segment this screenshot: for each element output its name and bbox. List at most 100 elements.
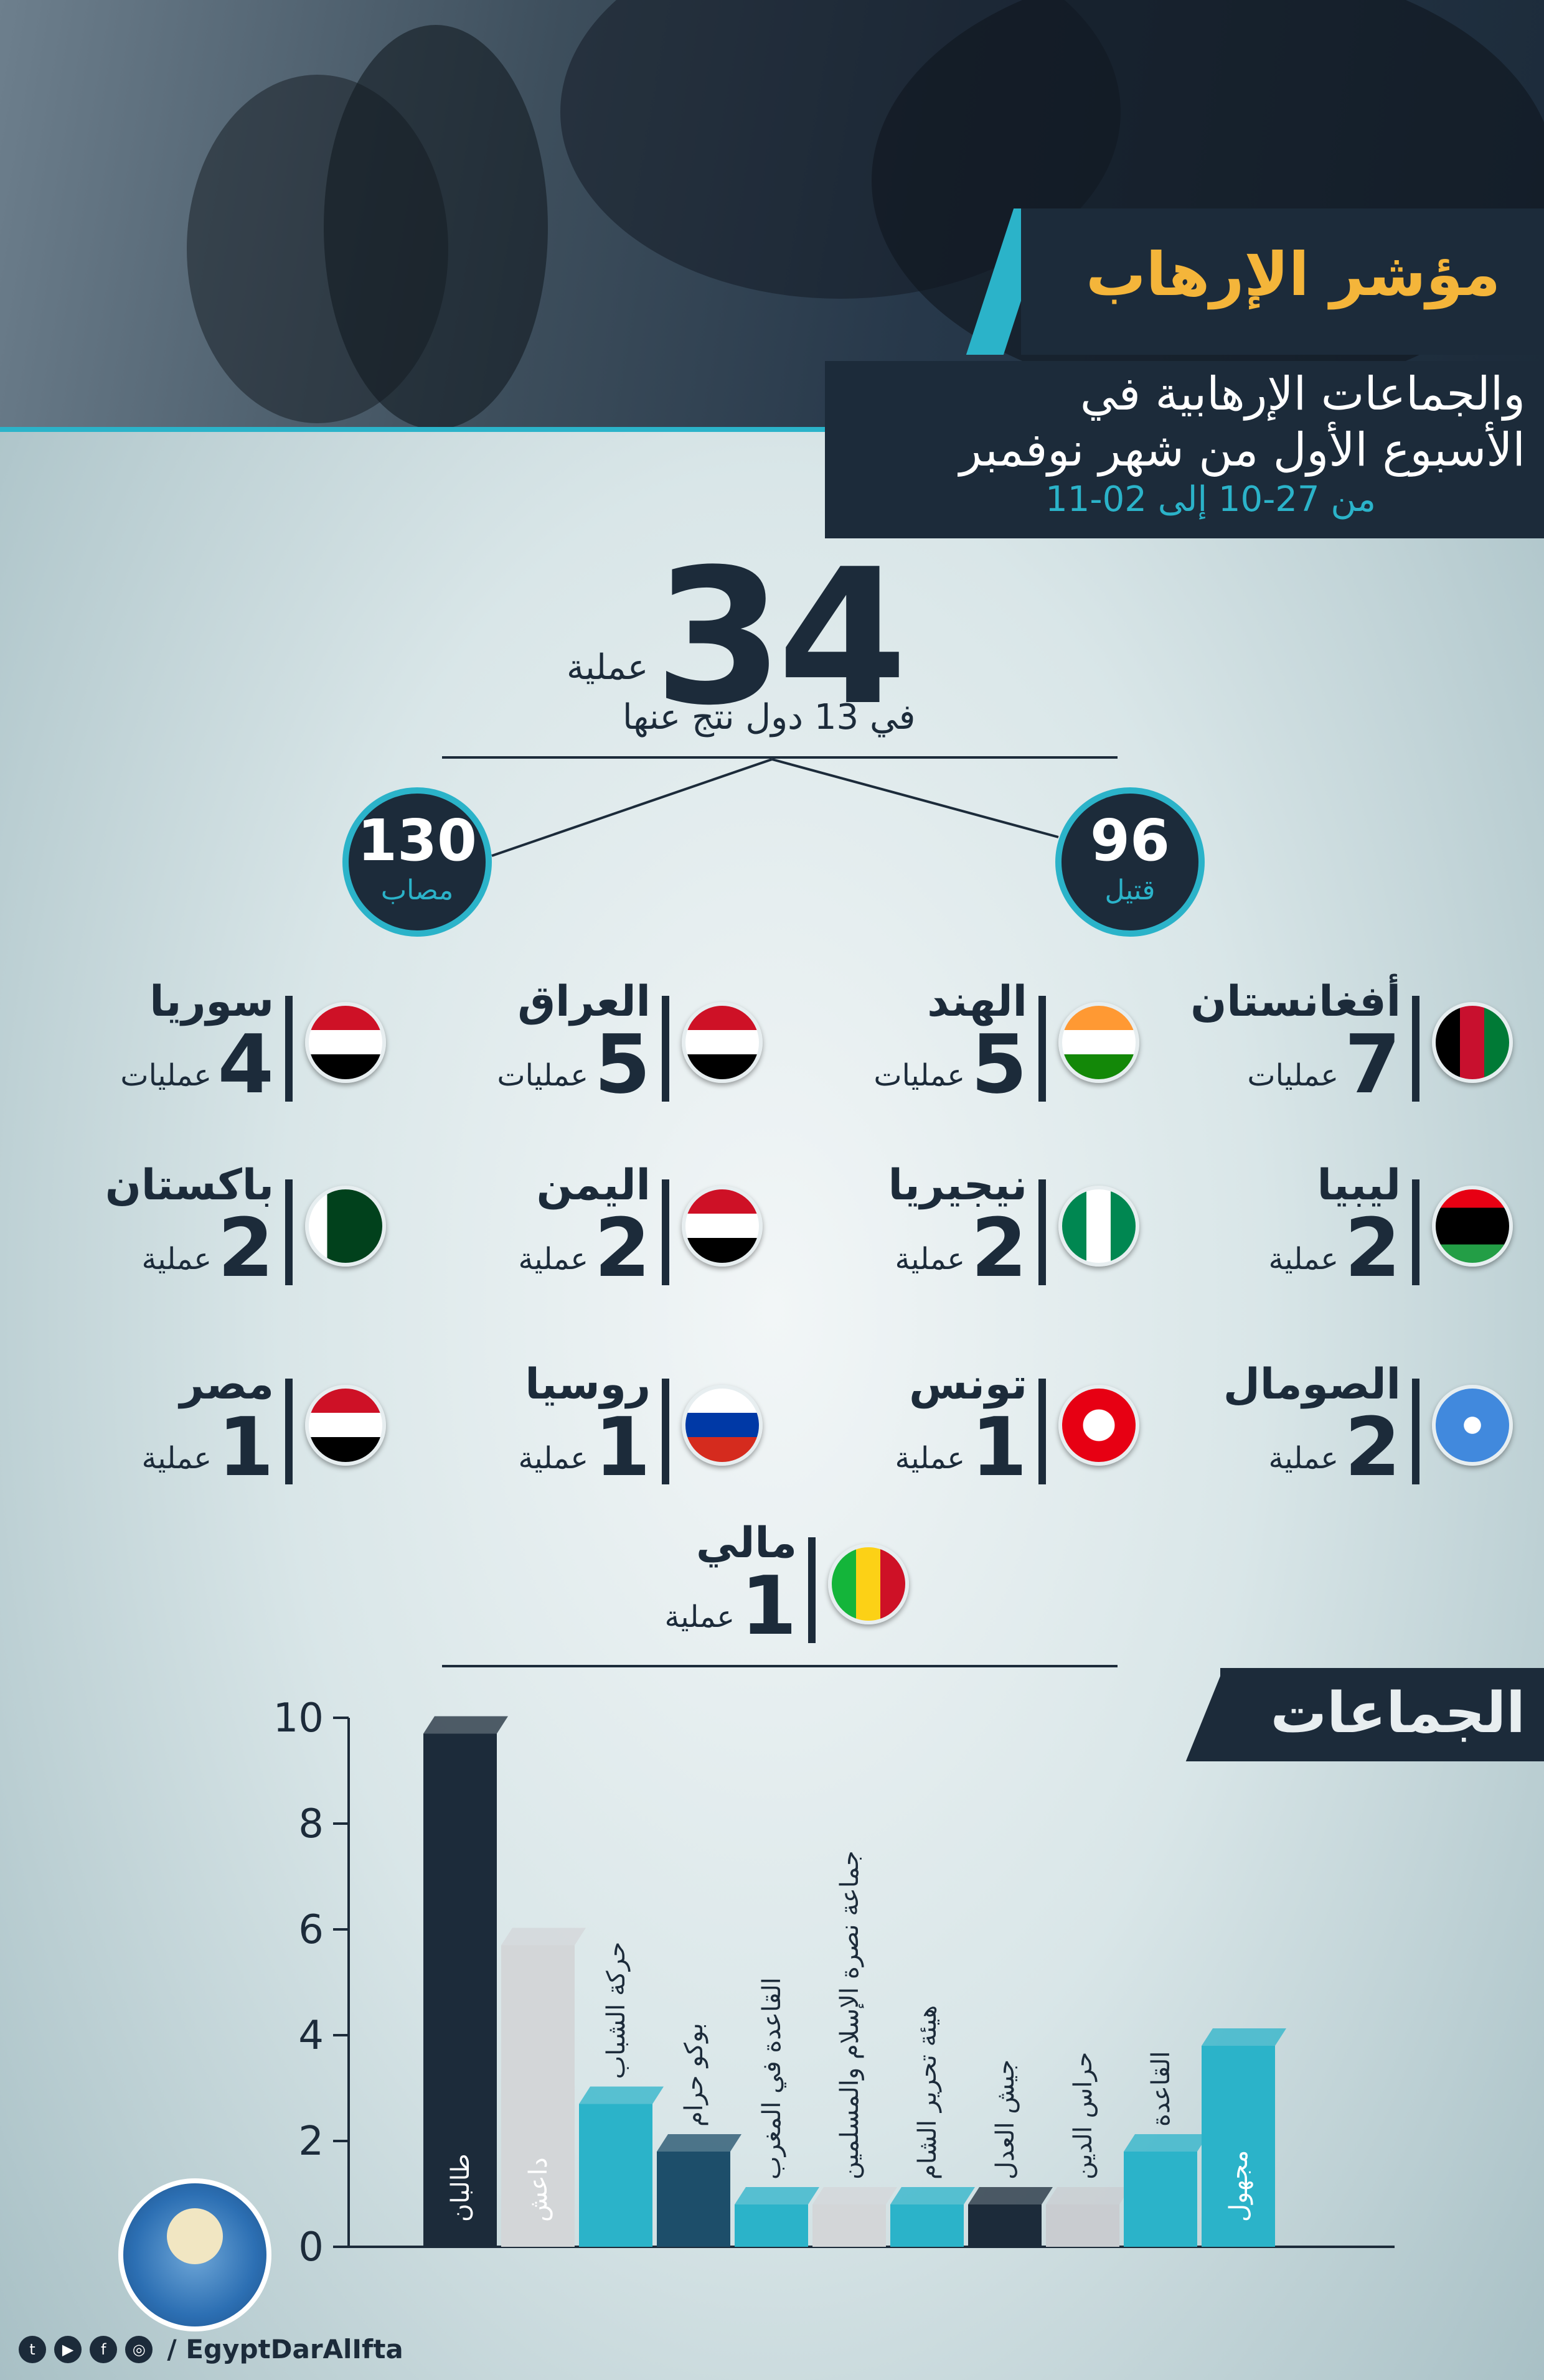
countries-text: في 13 دول نتج عنها	[623, 697, 916, 738]
bar-label-6: جماعة نصرة الإسلام والمسلمين	[836, 1850, 864, 2180]
country-operations-count: 7	[1344, 1017, 1401, 1112]
country-name: نيجيريا	[888, 1161, 1027, 1210]
country-card-syria: سوريا 4 عمليات	[37, 971, 386, 1120]
subtitle-box: والجماعات الإرهابية في الأسبوع الأول من …	[825, 361, 1544, 538]
groups-heading-box: الجماعات	[1220, 1668, 1544, 1761]
y-tick-label: 0	[298, 2224, 324, 2270]
summary-divider	[442, 756, 1118, 759]
title-box: مؤشر الإرهاب	[1021, 208, 1544, 355]
groups-heading: الجماعات	[1270, 1680, 1525, 1746]
bar-6	[812, 2204, 886, 2247]
bar-top-5	[735, 2187, 819, 2204]
libya-flag-icon	[1432, 1186, 1513, 1267]
instagram-icon[interactable]: ◎	[125, 2335, 153, 2363]
country-name: الهند	[927, 977, 1027, 1026]
country-name: العراق	[517, 977, 651, 1026]
injured-label: مصاب	[380, 874, 454, 906]
country-card-russia: روسيا 1 عملية	[414, 1354, 763, 1503]
bar-4	[657, 2152, 730, 2247]
tunisia-flag-icon	[1058, 1385, 1139, 1466]
page-title: مؤشر الإرهاب	[1086, 240, 1500, 309]
country-name: الصومال	[1223, 1360, 1401, 1409]
youtube-icon[interactable]: ▶	[54, 2335, 82, 2363]
country-card-tunisia: تونس 1 عملية	[791, 1354, 1139, 1503]
bar-top-8	[968, 2187, 1053, 2204]
syria-flag-icon	[305, 1002, 386, 1083]
y-tick-label: 6	[298, 1907, 324, 1953]
logo-dome	[167, 2208, 223, 2264]
country-card-somalia: الصومال 2 عملية	[1164, 1354, 1513, 1503]
bar-label-4: بوكو حرام	[680, 2023, 708, 2127]
killed-circle: 96 قتيل	[1055, 787, 1205, 937]
subtitle-line-1: والجماعات الإرهابية في	[1080, 367, 1525, 421]
bar-label-8: جيش العدل	[991, 2059, 1020, 2180]
country-operations-unit: عمليات	[120, 1058, 212, 1093]
bar-top-2	[501, 1928, 586, 1946]
country-operations-unit: عملية	[664, 1600, 735, 1634]
country-name: تونس	[909, 1360, 1027, 1409]
country-operations-unit: عملية	[895, 1441, 966, 1476]
figure-silhouette	[324, 25, 548, 429]
killed-label: قتيل	[1104, 874, 1156, 906]
bar-label-10: القاعدة	[1147, 2051, 1175, 2127]
killed-value: 96	[1090, 807, 1170, 874]
subtitle-line-2: الأسبوع الأول من شهر نوفمبر	[959, 423, 1525, 477]
country-card-india: الهند 5 عمليات	[791, 971, 1139, 1120]
bar-label-11: مجهول	[1225, 2150, 1253, 2222]
country-operations-count: 1	[217, 1400, 274, 1494]
dar-al-ifta-logo	[118, 2178, 271, 2331]
country-name: روسيا	[525, 1360, 651, 1409]
yemen-flag-icon	[682, 1186, 763, 1267]
country-operations-unit: عملية	[1268, 1242, 1339, 1277]
bar-9	[1046, 2204, 1119, 2247]
bar-7	[890, 2204, 964, 2247]
pakistan-flag-icon	[305, 1186, 386, 1267]
country-operations-unit: عملية	[895, 1242, 966, 1277]
countries-divider	[442, 1665, 1118, 1667]
date-range: من 27-10 إلى 02-11	[1045, 479, 1376, 520]
country-card-iraq: العراق 5 عمليات	[414, 971, 763, 1120]
bar-label-5: القاعدة في المغرب	[758, 1977, 786, 2180]
country-separator	[1038, 996, 1046, 1102]
country-separator	[1038, 1179, 1046, 1285]
connector-lines	[491, 758, 1059, 857]
bar-3	[579, 2104, 652, 2247]
bar-11	[1202, 2046, 1275, 2247]
connector-left	[491, 758, 773, 857]
country-separator	[808, 1537, 816, 1643]
bar-top-3	[579, 2086, 664, 2104]
bar-top-9	[1046, 2187, 1131, 2204]
country-operations-count: 1	[594, 1400, 651, 1494]
country-operations-count: 1	[740, 1558, 797, 1653]
operations-word: عملية	[567, 647, 649, 688]
country-operations-unit: عملية	[518, 1242, 589, 1277]
country-separator	[662, 1379, 669, 1484]
bar-top-7	[890, 2187, 975, 2204]
bar-10	[1124, 2152, 1197, 2247]
country-separator	[285, 1179, 293, 1285]
injured-circle: 130 مصاب	[342, 787, 492, 937]
facebook-icon[interactable]: f	[90, 2335, 118, 2363]
country-operations-count: 2	[1344, 1201, 1401, 1295]
india-flag-icon	[1058, 1002, 1139, 1083]
country-operations-count: 4	[217, 1017, 274, 1112]
bar-8	[968, 2204, 1042, 2247]
bar-top-1	[423, 1716, 508, 1734]
country-name: اليمن	[536, 1161, 651, 1210]
country-separator	[662, 1179, 669, 1285]
operations-count: 34	[654, 529, 907, 746]
y-tick-label: 2	[298, 2119, 324, 2165]
footer: t ▶ f ◎ / EgyptDarAlIfta	[19, 2334, 403, 2371]
bar-5	[735, 2204, 808, 2247]
social-handle[interactable]: / EgyptDarAlIfta	[167, 2334, 403, 2364]
bar-label-1: طالبان	[446, 2153, 475, 2222]
country-name: ليبيا	[1317, 1161, 1401, 1210]
country-operations-unit: عمليات	[1247, 1058, 1339, 1093]
country-name: أفغانستان	[1190, 977, 1401, 1026]
country-separator	[1412, 1179, 1419, 1285]
twitter-icon[interactable]: t	[19, 2335, 46, 2363]
nigeria-flag-icon	[1058, 1186, 1139, 1267]
bar-top-6	[812, 2187, 897, 2204]
country-operations-unit: عملية	[518, 1441, 589, 1476]
